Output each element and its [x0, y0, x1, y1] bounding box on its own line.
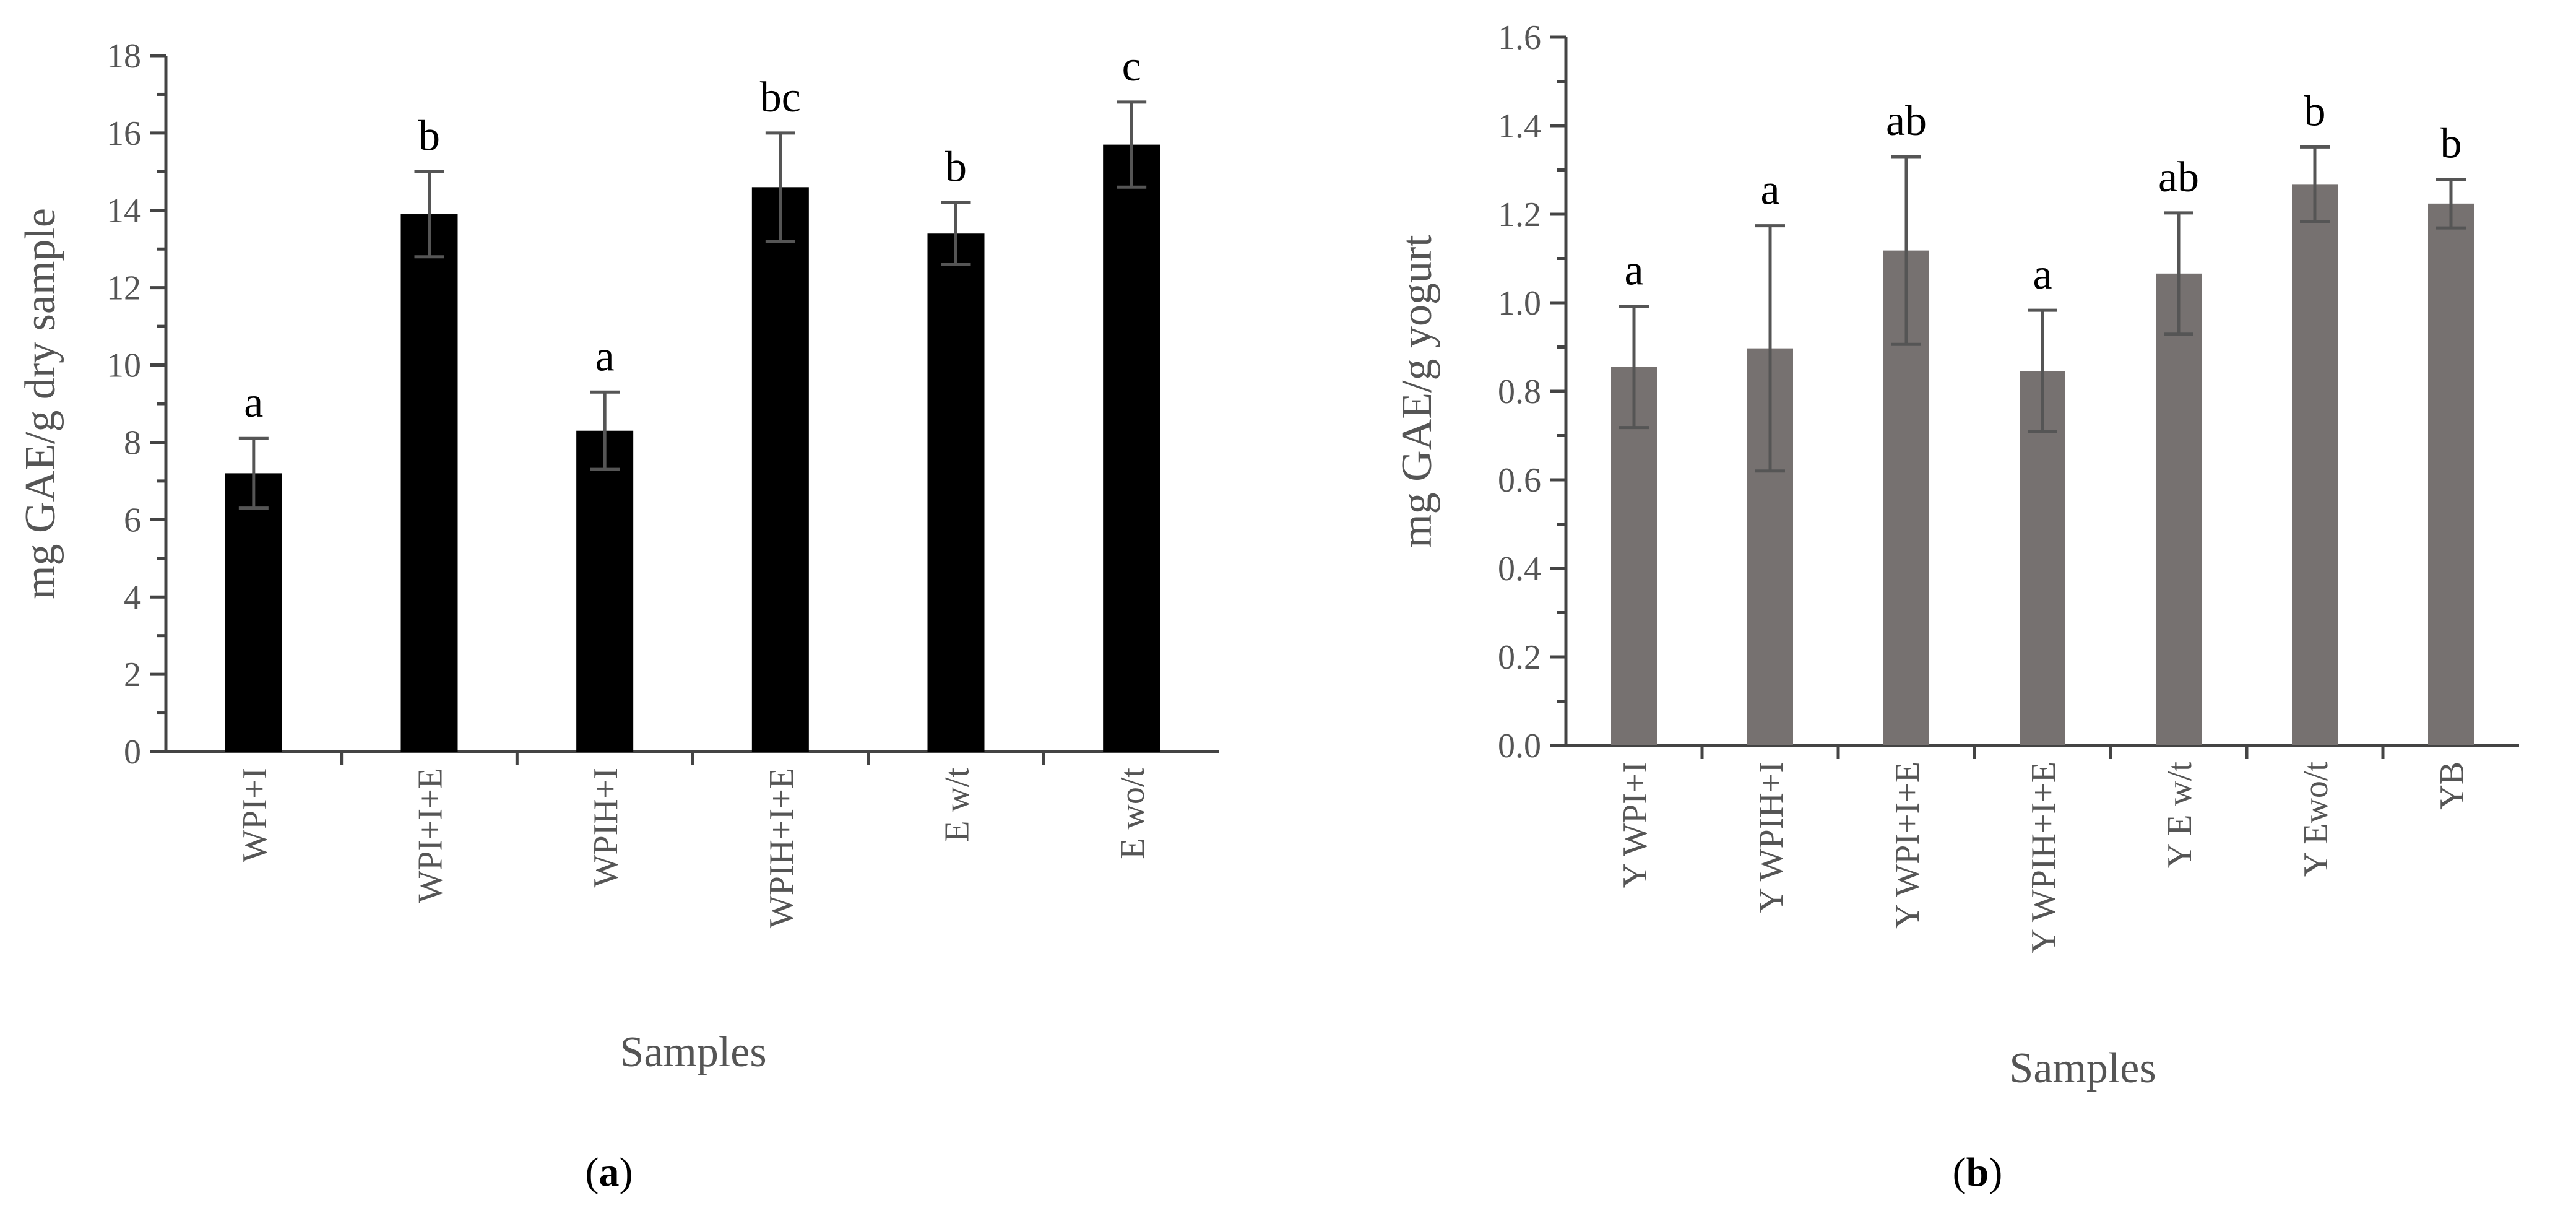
- chart-b-x-tick-label: Y WPI+I: [1616, 762, 1654, 888]
- chart-b-significance-label: b: [2440, 120, 2462, 168]
- chart-b-error-bar: [1619, 305, 1649, 430]
- chart-a-y-tick-label: 4: [124, 578, 141, 617]
- chart-b-x-tick-label: Y Ewo/t: [2297, 762, 2335, 877]
- chart-a-significance-label: b: [418, 112, 440, 160]
- chart-b-y-tick-label: 1.4: [1498, 107, 1541, 145]
- chart-a-y-tick-label: 10: [106, 347, 141, 385]
- chart-b-x-axis-title: Samples: [2009, 1044, 2156, 1092]
- chart-b-y-tick-label: 1.2: [1498, 196, 1541, 234]
- chart-a-bar: [225, 473, 282, 752]
- chart-a-error-bar: [590, 390, 620, 471]
- chart-a-error-bar: [765, 131, 795, 243]
- chart-b-bar: [2156, 273, 2202, 745]
- chart-b-x-tick-label: Y WPIH+I: [1752, 762, 1791, 913]
- chart-a-significance-label: a: [595, 332, 615, 380]
- chart-a-y-axis-title: mg GAE/g dry sample: [17, 208, 64, 599]
- chart-a-x-tick-label: E w/t: [938, 768, 977, 842]
- chart-b-error-bar: [2028, 308, 2057, 433]
- chart-a-error-bar: [414, 170, 444, 259]
- chart-b-y-tick-label: 1.0: [1498, 284, 1541, 323]
- chart-a-x-tick-label: WPI+I: [236, 768, 274, 862]
- chart-a-significance-label: b: [945, 143, 967, 191]
- chart-b-significance-label: a: [1760, 167, 1779, 214]
- chart-a-error-bar: [941, 201, 971, 266]
- chart-a-y-tick-label: 2: [124, 656, 141, 694]
- chart-b-x-tick-label: Y WPIH+I+E: [2025, 762, 2063, 953]
- chart-b-significance-label: a: [2033, 251, 2052, 298]
- chart-b-error-bar: [2436, 178, 2466, 230]
- chart-b-error-bar: [2164, 211, 2193, 336]
- chart-a-significance-label: bc: [760, 74, 801, 121]
- chart-a-x-tick-label: WPIH+I+E: [763, 768, 801, 928]
- chart-b-error-bar: [1755, 224, 1785, 473]
- chart-b-bar: [1611, 367, 1657, 745]
- chart-b-significance-label: ab: [1886, 97, 1927, 145]
- chart-a-significance-label: a: [244, 379, 263, 427]
- chart-b-y-tick-label: 0.6: [1498, 461, 1541, 500]
- chart-a-x-tick-label: WPIH+I: [587, 768, 625, 887]
- chart-b-y-tick-label: 0.0: [1498, 727, 1541, 765]
- chart-b-x-tick-label: YB: [2433, 762, 2471, 810]
- chart-a-y-tick-label: 18: [106, 37, 141, 76]
- chart-a-x-tick-label: WPI+I+E: [412, 768, 450, 903]
- chart-a-bar: [400, 214, 458, 752]
- chart-a-bar: [751, 187, 809, 752]
- chart-a-bar: [927, 233, 985, 752]
- chart-b-error-bar: [2300, 145, 2330, 223]
- chart-a-x-axis-title: Samples: [620, 1028, 766, 1076]
- chart-b-significance-label: a: [1624, 247, 1643, 295]
- chart-panel-a: 024681012141618aWPI+IbWPI+I+EaWPIH+IbcWP…: [17, 37, 1219, 1195]
- chart-b-y-tick-label: 0.2: [1498, 638, 1541, 677]
- chart-b-bar: [2292, 184, 2338, 745]
- chart-b-y-tick-label: 1.6: [1498, 19, 1541, 57]
- chart-b-x-tick-label: Y E w/t: [2161, 762, 2199, 869]
- chart-a-x-tick-label: E wo/t: [1113, 768, 1152, 859]
- chart-b-panel-label: (b): [1953, 1150, 2003, 1195]
- chart-b-bar: [2428, 203, 2474, 746]
- chart-a-y-tick-label: 0: [124, 733, 141, 771]
- chart-a-error-bar: [238, 436, 269, 510]
- chart-b-significance-label: ab: [2158, 154, 2199, 201]
- chart-b-bar: [2020, 371, 2065, 745]
- chart-a-y-tick-label: 6: [124, 501, 141, 539]
- chart-a-y-tick-label: 16: [106, 115, 141, 153]
- chart-b-y-axis-title: mg GAE/g yogurt: [1393, 235, 1441, 548]
- chart-panel-b: 0.0 0.2 0.4 0.6 0.8 1.0 1.2 1.4 1.6 a Y WPI+I a Y WP…: [1393, 19, 2519, 1195]
- chart-b-x-tick-label: Y WPI+I+E: [1888, 762, 1927, 929]
- chart-a-error-bar: [1117, 100, 1147, 189]
- chart-a-y-tick-label: 14: [106, 192, 141, 230]
- chart-b-significance-label: b: [2304, 87, 2326, 135]
- chart-a-bar: [576, 430, 634, 752]
- chart-b-y-tick-label: 0.4: [1498, 550, 1541, 588]
- chart-a-significance-label: c: [1122, 43, 1141, 90]
- chart-b-error-bar: [1891, 155, 1921, 346]
- chart-a-y-tick-label: 12: [106, 269, 141, 308]
- chart-a-bar: [1103, 144, 1160, 752]
- chart-b-y-tick-label: 0.8: [1498, 373, 1541, 411]
- chart-a-y-tick-label: 8: [124, 423, 141, 462]
- chart-a-panel-label: (a): [586, 1150, 633, 1195]
